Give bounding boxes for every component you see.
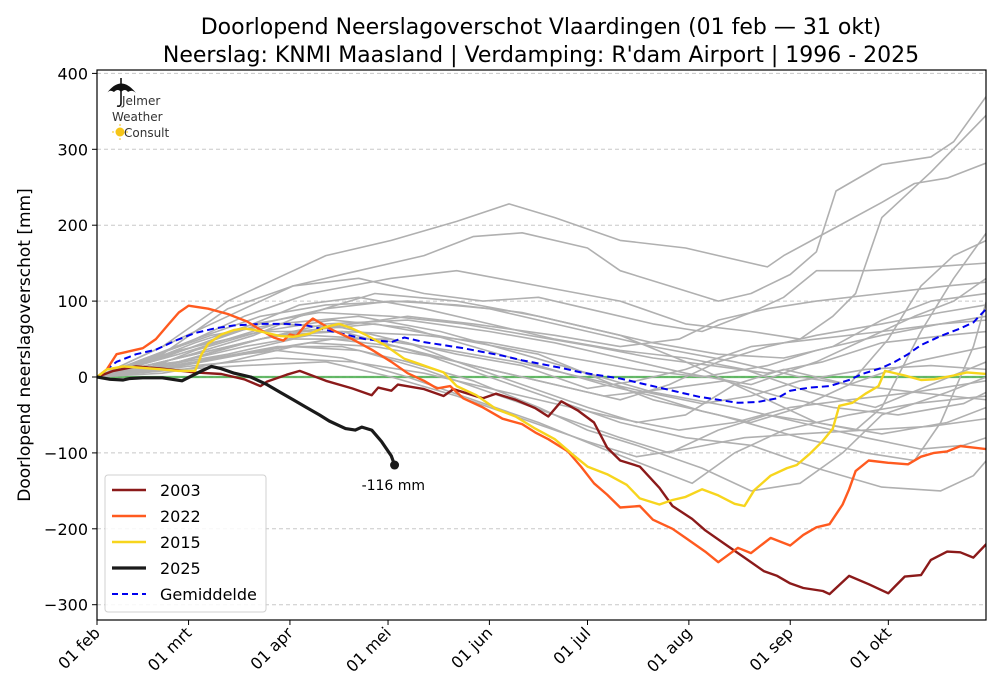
series-line-2022 — [97, 304, 986, 564]
highlight-series-lines — [97, 304, 986, 596]
sun-icon — [112, 124, 128, 140]
background-year-line — [97, 114, 986, 378]
logo-line-3: Consult — [124, 126, 170, 140]
logo: Jelmer Weather Consult — [107, 78, 170, 140]
background-year-line — [97, 357, 986, 431]
series-end-marker — [390, 460, 400, 470]
logo-line-1: Jelmer — [121, 94, 160, 108]
background-year-line — [97, 232, 986, 431]
legend-label-2003: 2003 — [160, 481, 201, 500]
background-year-line — [97, 345, 986, 454]
y-axis: −300 −200 −100 0 100 200 300 400 — [44, 64, 97, 615]
y-axis-label: Doorlopend neerslagoverschot [mm] — [15, 188, 35, 501]
series-line-2015 — [97, 322, 986, 508]
y-tick-label: 100 — [57, 292, 88, 311]
annotations: -116 mm — [362, 460, 426, 494]
y-tick-label: 200 — [57, 216, 88, 235]
legend-label-2025: 2025 — [160, 559, 201, 578]
background-year-line — [97, 319, 986, 424]
background-year-line — [97, 338, 986, 416]
background-year-line — [97, 95, 986, 378]
background-year-line — [97, 262, 986, 378]
y-tick-label: 300 — [57, 140, 88, 159]
background-year-line — [97, 162, 986, 378]
background-year-line — [97, 334, 986, 405]
legend-label-gemiddelde: Gemiddelde — [160, 585, 257, 604]
y-tick-label: 400 — [57, 64, 88, 83]
series-line-2003 — [97, 365, 986, 596]
annotation-label: -116 mm — [362, 478, 426, 494]
y-tick-label: −300 — [44, 596, 88, 615]
background-years-lines — [97, 95, 986, 492]
legend-box — [104, 474, 267, 613]
background-year-line — [97, 319, 986, 390]
series-line-2025 — [97, 364, 397, 466]
y-tick-label: −200 — [44, 520, 88, 539]
legend-label-2015: 2015 — [160, 533, 201, 552]
logo-line-2: Weather — [112, 110, 163, 124]
umbrella-icon — [107, 78, 136, 107]
y-tick-label: −100 — [44, 444, 88, 463]
background-year-line — [97, 361, 986, 458]
background-year-line — [97, 345, 986, 492]
chart-subtitle: Neerslag: KNMI Maasland | Verdamping: R'… — [163, 43, 919, 68]
chart-title: Doorlopend Neerslagoverschot Vlaardingen… — [201, 15, 882, 40]
legend-label-2022: 2022 — [160, 507, 201, 526]
legend: 2003 2022 2015 2025 Gemiddelde — [104, 474, 267, 613]
plot-frame — [96, 69, 987, 621]
y-tick-label: 0 — [78, 368, 88, 387]
